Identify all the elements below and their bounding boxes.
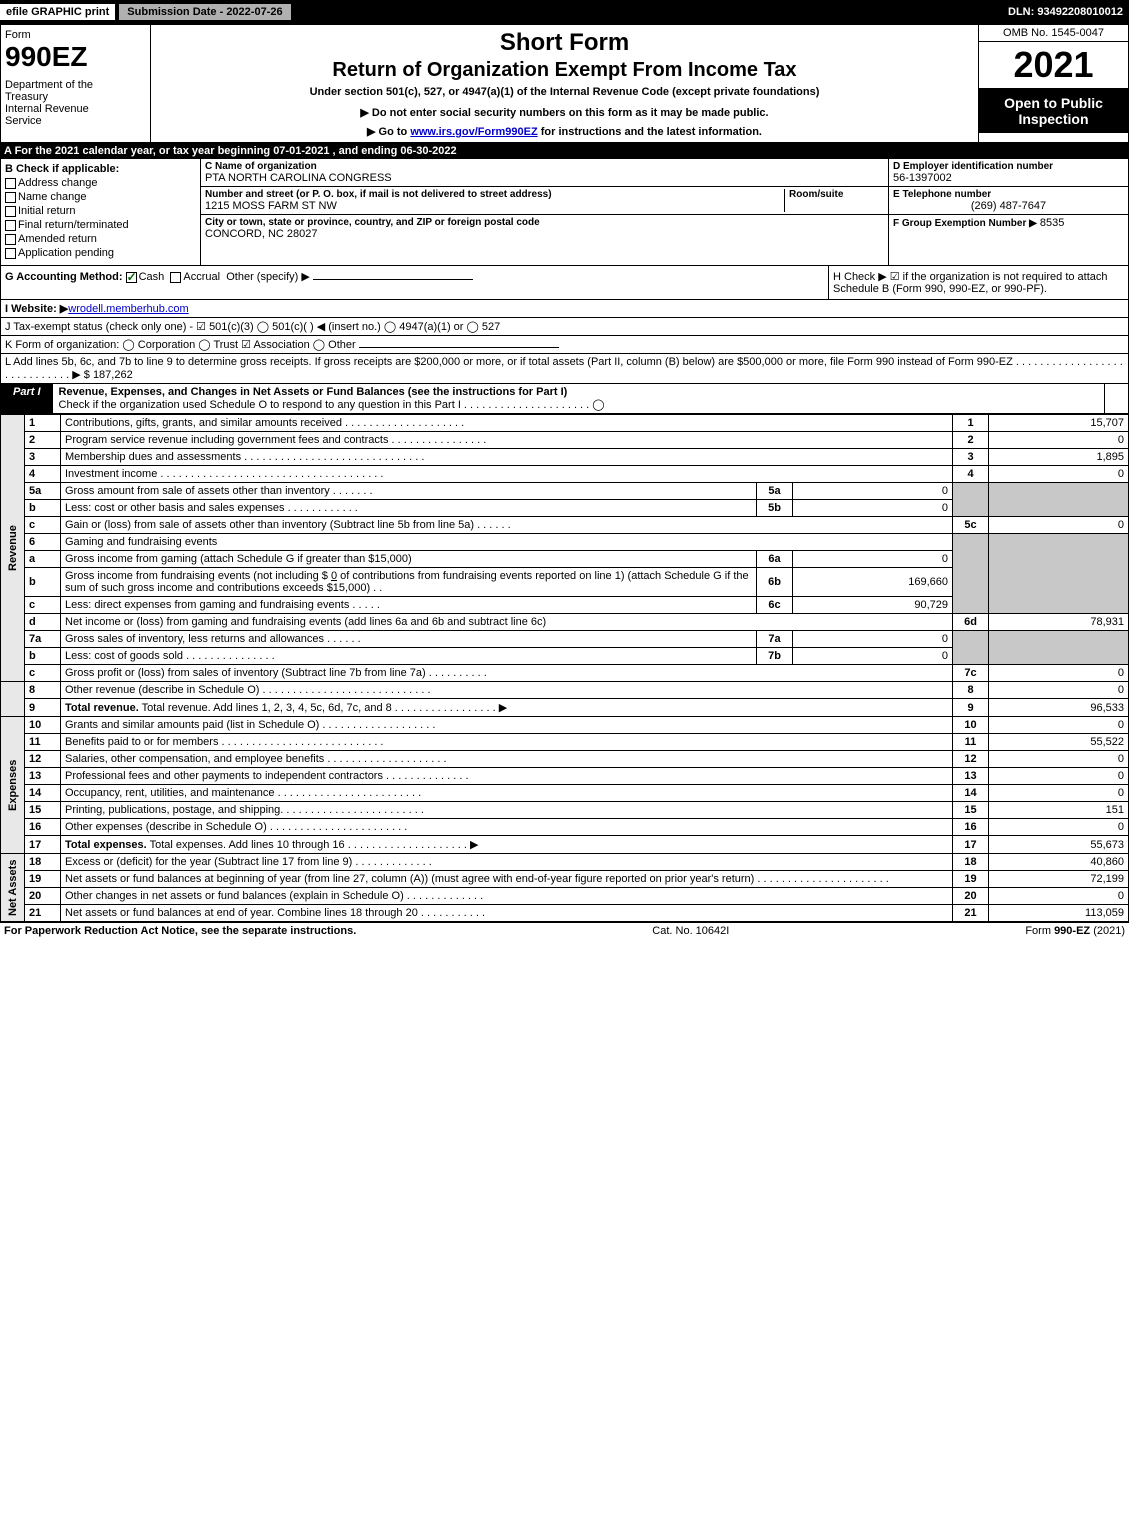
chk-application-pending[interactable]: Application pending	[5, 247, 196, 259]
col-b-title: B Check if applicable:	[5, 163, 196, 175]
city-label: City or town, state or province, country…	[205, 217, 884, 228]
row-k-form-org: K Form of organization: ◯ Corporation ◯ …	[0, 336, 1129, 354]
line21-val: 113,059	[989, 905, 1129, 922]
street-label: Number and street (or P. O. box, if mail…	[205, 189, 784, 200]
street: 1215 MOSS FARM ST NW	[205, 200, 784, 212]
line10-val: 0	[989, 717, 1129, 734]
line6d-val: 78,931	[989, 614, 1129, 631]
dln: DLN: 93492208010012	[1008, 6, 1129, 18]
instructions-link-line: ▶ Go to www.irs.gov/Form990EZ for instru…	[159, 125, 970, 138]
telephone-label: E Telephone number	[893, 189, 1124, 200]
form-header: Form 990EZ Department of theTreasuryInte…	[0, 24, 1129, 143]
footer-form-id: Form 990-EZ (2021)	[1025, 925, 1125, 937]
website-link[interactable]: wrodell.memberhub.com	[68, 303, 188, 315]
form-label: Form	[5, 29, 146, 41]
line14-val: 0	[989, 785, 1129, 802]
omb-number: OMB No. 1545-0047	[979, 25, 1128, 42]
main-title: Return of Organization Exempt From Incom…	[159, 59, 970, 82]
chk-name-change[interactable]: Name change	[5, 191, 196, 203]
line7a-val: 0	[793, 631, 953, 648]
row-g-accounting: G Accounting Method: Cash Accrual Other …	[1, 266, 828, 299]
ein: 56-1397002	[893, 172, 1124, 184]
line7b-val: 0	[793, 648, 953, 665]
part1-title: Revenue, Expenses, and Changes in Net As…	[53, 384, 1104, 413]
subtitle-section: Under section 501(c), 527, or 4947(a)(1)…	[159, 86, 970, 98]
col-c-org: C Name of organization PTA NORTH CAROLIN…	[201, 159, 888, 265]
header-left: Form 990EZ Department of theTreasuryInte…	[1, 25, 151, 142]
netassets-side-label: Net Assets	[1, 854, 25, 922]
row-i-website: I Website: ▶wrodell.memberhub.com	[0, 300, 1129, 318]
line2-val: 0	[989, 432, 1129, 449]
line6b-val: 169,660	[793, 568, 953, 597]
department-label: Department of theTreasuryInternal Revenu…	[5, 79, 146, 127]
submission-date: Submission Date - 2022-07-26	[119, 4, 290, 20]
line11-val: 55,522	[989, 734, 1129, 751]
line5a-val: 0	[793, 483, 953, 500]
line12-val: 0	[989, 751, 1129, 768]
line20-val: 0	[989, 888, 1129, 905]
part1-label: Part I	[1, 384, 53, 413]
tax-year: 2021	[979, 42, 1128, 89]
chk-initial-return[interactable]: Initial return	[5, 205, 196, 217]
line5b-val: 0	[793, 500, 953, 517]
line3-val: 1,895	[989, 449, 1129, 466]
line19-val: 72,199	[989, 871, 1129, 888]
line6a-val: 0	[793, 551, 953, 568]
chk-address-change[interactable]: Address change	[5, 177, 196, 189]
org-name-label: C Name of organization	[205, 161, 884, 172]
header-center: Short Form Return of Organization Exempt…	[151, 25, 978, 142]
col-b-checkboxes: B Check if applicable: Address change Na…	[1, 159, 201, 265]
room-label: Room/suite	[789, 189, 884, 200]
line7c-val: 0	[989, 665, 1129, 682]
efile-print-label[interactable]: efile GRAPHIC print	[0, 4, 115, 20]
col-d-ids: D Employer identification number 56-1397…	[888, 159, 1128, 265]
lines-table: Revenue 1 Contributions, gifts, grants, …	[0, 414, 1129, 922]
line16-val: 0	[989, 819, 1129, 836]
group-exemption: 8535	[1040, 217, 1064, 229]
row-l-gross-receipts: L Add lines 5b, 6c, and 7b to line 9 to …	[0, 354, 1129, 384]
line1-val: 15,707	[989, 415, 1129, 432]
footer-cat-no: Cat. No. 10642I	[356, 925, 1025, 937]
part1-checkbox[interactable]	[1104, 384, 1128, 413]
open-inspection-badge: Open to Public Inspection	[979, 89, 1128, 133]
line5c-val: 0	[989, 517, 1129, 534]
chk-final-return[interactable]: Final return/terminated	[5, 219, 196, 231]
row-j-tax-exempt: J Tax-exempt status (check only one) - ☑…	[0, 318, 1129, 336]
line9-val: 96,533	[989, 699, 1129, 717]
part1-header: Part I Revenue, Expenses, and Changes in…	[0, 384, 1129, 414]
line18-val: 40,860	[989, 854, 1129, 871]
line6c-val: 90,729	[793, 597, 953, 614]
irs-link[interactable]: www.irs.gov/Form990EZ	[410, 126, 537, 138]
expenses-side-label: Expenses	[1, 717, 25, 854]
row-h-schedule-b: H Check ▶ ☑ if the organization is not r…	[828, 266, 1128, 299]
chk-amended-return[interactable]: Amended return	[5, 233, 196, 245]
chk-cash[interactable]	[126, 272, 137, 283]
form-number: 990EZ	[5, 41, 146, 73]
line1-desc: Contributions, gifts, grants, and simila…	[61, 415, 953, 432]
footer: For Paperwork Reduction Act Notice, see …	[0, 922, 1129, 939]
chk-accrual[interactable]	[170, 272, 181, 283]
line17-val: 55,673	[989, 836, 1129, 854]
group-exemption-label: F Group Exemption Number ▶	[893, 218, 1037, 229]
line6b-desc: Gross income from fundraising events (no…	[61, 568, 757, 597]
top-bar: efile GRAPHIC print Submission Date - 20…	[0, 0, 1129, 24]
org-name: PTA NORTH CAROLINA CONGRESS	[205, 172, 884, 184]
ein-label: D Employer identification number	[893, 161, 1124, 172]
line4-val: 0	[989, 466, 1129, 483]
ssn-warning: ▶ Do not enter social security numbers o…	[159, 106, 970, 119]
revenue-side-label: Revenue	[1, 415, 25, 682]
city: CONCORD, NC 28027	[205, 228, 884, 240]
row-a-tax-year: A For the 2021 calendar year, or tax yea…	[0, 143, 1129, 159]
line8-val: 0	[989, 682, 1129, 699]
short-form-title: Short Form	[159, 29, 970, 57]
gh-block: G Accounting Method: Cash Accrual Other …	[0, 266, 1129, 300]
line15-val: 151	[989, 802, 1129, 819]
header-right: OMB No. 1545-0047 2021 Open to Public In…	[978, 25, 1128, 142]
line13-val: 0	[989, 768, 1129, 785]
telephone: (269) 487-7647	[893, 200, 1124, 212]
org-info-block: B Check if applicable: Address change Na…	[0, 159, 1129, 266]
gross-receipts-value: 187,262	[93, 369, 133, 381]
footer-left: For Paperwork Reduction Act Notice, see …	[4, 925, 356, 937]
